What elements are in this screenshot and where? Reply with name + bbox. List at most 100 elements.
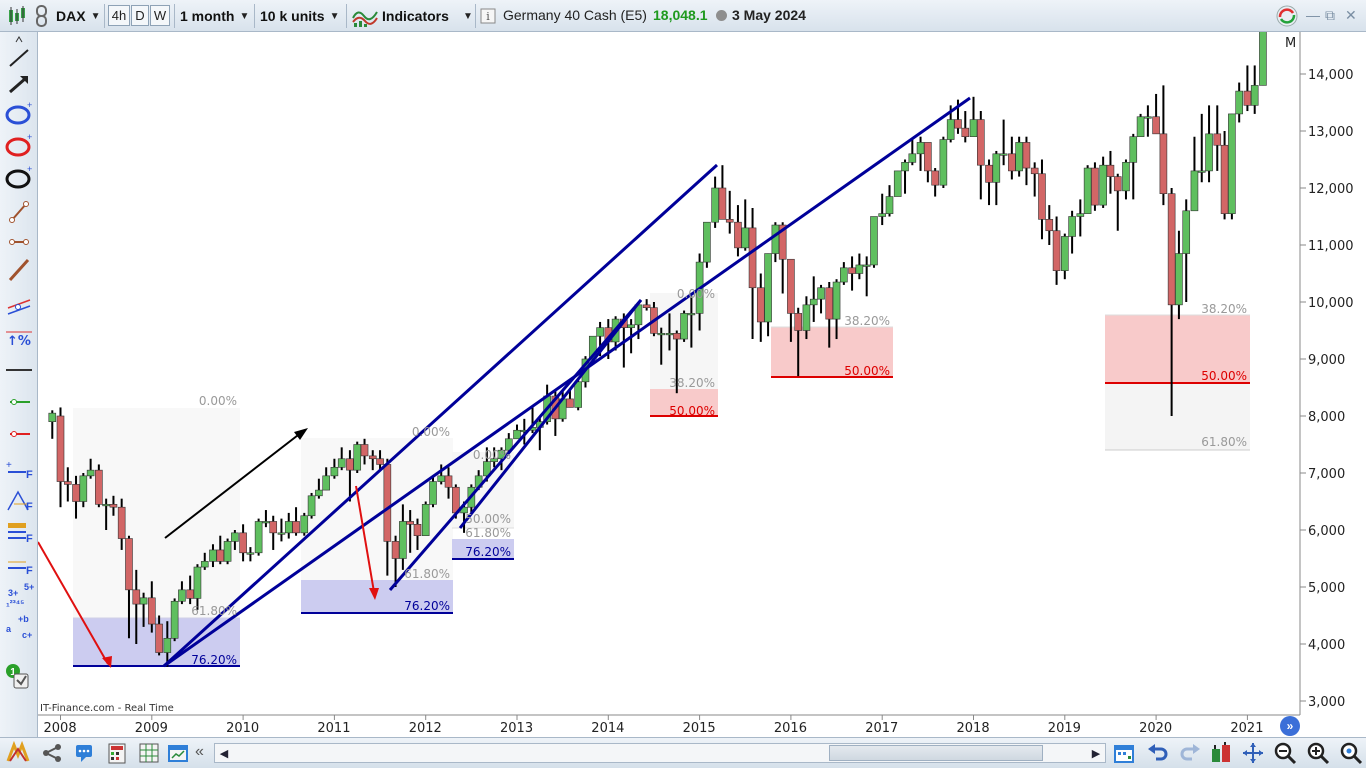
black-arrow[interactable] (164, 431, 303, 539)
horizontal-red-tool-icon[interactable] (4, 420, 34, 448)
window-icon[interactable] (166, 741, 190, 765)
candle (1008, 136, 1016, 180)
y-axis[interactable]: 14,000 13,000 12,000 11,000 10,000 9,000 8,000… (1300, 68, 1354, 710)
data-source-label: IT-Finance.com - Real Time (40, 703, 174, 714)
candle-body-up (939, 139, 948, 186)
ellipse-blue-tool-icon[interactable]: + (4, 100, 34, 128)
calculator-icon[interactable] (105, 741, 129, 765)
scroll-thumb[interactable] (829, 745, 1043, 761)
fib-zone-76 (452, 539, 514, 558)
candle-body-up (741, 227, 750, 249)
undo-icon[interactable] (1146, 741, 1170, 765)
object-list-icon[interactable] (1209, 741, 1233, 765)
collapse-up-icon[interactable] (4, 34, 34, 44)
fib-levels-tool-icon[interactable]: +F (4, 456, 34, 484)
alerts-badge-icon[interactable]: 1 (4, 662, 34, 690)
candle (825, 282, 834, 348)
candle-body-down (376, 458, 384, 465)
period-label: 1 month (180, 8, 235, 24)
timeframe-4h-button[interactable]: 4h (108, 5, 130, 26)
instrument-selector[interactable]: DAX ▼ (56, 4, 100, 28)
indicators-label: Indicators (382, 8, 449, 24)
candle (832, 279, 841, 340)
candle-body-up (1228, 113, 1236, 214)
y-tick-label: 5,000 (1308, 581, 1345, 596)
arrow-tool-icon[interactable] (4, 70, 34, 98)
trendline-primary[interactable] (162, 163, 719, 668)
period-selector[interactable]: 1 month ▼ (180, 4, 249, 28)
zoom-in-icon[interactable] (1306, 741, 1330, 765)
scroll-forward-button[interactable]: » (1280, 716, 1300, 736)
minimize-button[interactable]: — (1306, 7, 1320, 23)
candle-body-down (216, 549, 225, 562)
separator (174, 4, 175, 28)
abc-wave-tool-icon[interactable]: +b a c+ (4, 612, 34, 640)
units-selector[interactable]: 10 k units ▼ (260, 4, 340, 28)
candle-body-down (1091, 167, 1099, 206)
red-arrow-1[interactable] (38, 541, 109, 665)
candle-body-down (977, 119, 985, 166)
candle (1197, 113, 1206, 183)
collapse-left-icon[interactable]: « (195, 743, 204, 760)
candle (1038, 159, 1046, 240)
units-label: 10 k units (260, 8, 325, 24)
candle-body-up (353, 444, 362, 471)
candle-body-up (429, 481, 437, 505)
candle-body-down (787, 258, 795, 314)
timeframe-day-button[interactable]: D (131, 5, 149, 26)
fib-extension-tool-icon[interactable]: F (4, 550, 34, 578)
close-button[interactable]: ✕ (1345, 7, 1357, 23)
percent-tool-icon[interactable]: ↑% (4, 326, 34, 354)
y-tick-label: 13,000 (1308, 125, 1354, 140)
redo-icon[interactable] (1178, 741, 1202, 765)
trendline-secondary[interactable] (388, 299, 643, 591)
fib-fan-tool-icon[interactable]: F (4, 486, 34, 514)
candle (1113, 173, 1122, 231)
horizontal-segment-tool-icon[interactable] (4, 228, 34, 256)
channel-tool-icon[interactable] (4, 292, 34, 320)
candle-body-up (1235, 90, 1243, 115)
scroll-right-button[interactable]: ▶ (1091, 747, 1101, 760)
segment-tool-icon[interactable] (4, 198, 34, 226)
zoom-out-icon[interactable] (1273, 741, 1297, 765)
share-icon[interactable] (40, 741, 64, 765)
calendar-icon[interactable] (1112, 741, 1136, 765)
horizontal-scrollbar[interactable]: ◀ ▶ (214, 743, 1106, 763)
ellipse-black-tool-icon[interactable]: + (4, 164, 34, 192)
candle (840, 262, 848, 285)
timeframe-week-button[interactable]: W (150, 5, 170, 26)
horizontal-green-tool-icon[interactable] (4, 388, 34, 416)
candles-icon[interactable] (6, 4, 28, 28)
fib-zone-50 (1105, 315, 1250, 383)
indicators-dropdown[interactable]: ▼ (458, 4, 473, 28)
ellipse-red-tool-icon[interactable]: + (4, 132, 34, 160)
red-arrow-2[interactable] (355, 485, 375, 593)
info-icon[interactable]: i (480, 4, 496, 28)
candle (109, 495, 118, 516)
candle-body-down (413, 523, 422, 536)
zoom-fit-icon[interactable] (1339, 741, 1363, 765)
expand-icon[interactable] (1241, 741, 1265, 765)
refresh-icon[interactable] (1274, 4, 1300, 28)
chat-icon[interactable] (73, 741, 97, 765)
grid-icon[interactable] (137, 741, 161, 765)
x-axis[interactable]: 2008 2009 2010 2011 2012 2013 2014 2015 2016 2017… (44, 715, 1264, 736)
candle-body-down (718, 187, 727, 220)
indicators-button[interactable]: Indicators (382, 4, 449, 28)
candle (878, 193, 887, 226)
chevron-down-icon: ▼ (329, 10, 340, 22)
candle-body-up (817, 287, 825, 300)
scroll-left-button[interactable]: ◀ (219, 747, 229, 760)
logo-icon[interactable] (6, 741, 30, 765)
candle (79, 473, 88, 508)
fib-retracement-tool-icon[interactable]: F (4, 518, 34, 546)
trendline-tertiary[interactable] (458, 299, 643, 529)
price-chart[interactable]: 0.00% 61.80% 76.20% 0.00% 61.80% 76.20% … (38, 32, 1366, 737)
link-icon[interactable] (31, 4, 53, 28)
trendline-long[interactable] (163, 96, 971, 668)
trend-line-tool-icon[interactable] (4, 256, 34, 284)
line-tool-icon[interactable] (4, 44, 34, 72)
candle-body-up (969, 119, 978, 137)
restore-button[interactable]: ⧉ (1325, 7, 1335, 23)
